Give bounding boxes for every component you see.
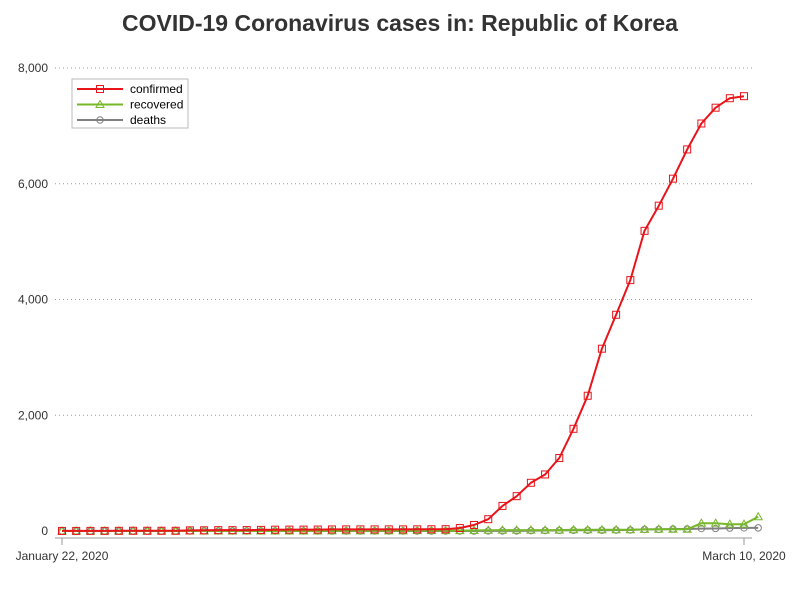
point-confirmed bbox=[271, 525, 280, 534]
point-confirmed bbox=[242, 526, 251, 535]
point-recovered bbox=[497, 525, 508, 534]
point-recovered bbox=[653, 524, 664, 533]
y-tick-label: 8,000 bbox=[18, 61, 48, 75]
point-confirmed bbox=[356, 525, 365, 534]
point-recovered bbox=[483, 525, 494, 534]
legend-label-confirmed: confirmed bbox=[130, 82, 183, 96]
point-confirmed bbox=[484, 515, 493, 524]
point-recovered bbox=[540, 525, 550, 534]
point-confirmed bbox=[100, 526, 109, 535]
series-line-confirmed bbox=[62, 95, 745, 532]
point-recovered bbox=[696, 518, 707, 527]
point-confirmed bbox=[526, 478, 535, 487]
point-confirmed bbox=[384, 525, 393, 534]
point-recovered bbox=[639, 524, 650, 533]
y-tick-label: 6,000 bbox=[18, 177, 48, 191]
point-confirmed bbox=[583, 391, 592, 400]
point-recovered bbox=[597, 524, 607, 534]
point-confirmed bbox=[313, 525, 322, 534]
point-confirmed bbox=[569, 424, 578, 433]
point-confirmed bbox=[640, 226, 649, 235]
point-confirmed bbox=[683, 145, 692, 154]
point-recovered bbox=[724, 519, 735, 528]
point-confirmed bbox=[299, 525, 308, 534]
point-confirmed bbox=[668, 174, 677, 183]
point-confirmed bbox=[555, 454, 564, 463]
point-recovered bbox=[682, 524, 693, 533]
point-confirmed bbox=[441, 525, 450, 534]
point-confirmed bbox=[285, 525, 294, 534]
point-confirmed bbox=[740, 92, 748, 101]
point-recovered bbox=[668, 524, 678, 533]
point-confirmed bbox=[498, 501, 507, 510]
point-recovered bbox=[469, 525, 479, 534]
point-confirmed bbox=[200, 526, 209, 535]
point-confirmed bbox=[399, 525, 407, 534]
point-confirmed bbox=[342, 525, 351, 534]
y-tick-label: 2,000 bbox=[18, 408, 48, 422]
point-confirmed bbox=[72, 526, 81, 535]
y-tick-label: 4,000 bbox=[18, 293, 48, 307]
point-confirmed bbox=[427, 525, 436, 534]
point-recovered bbox=[511, 525, 522, 534]
legend-marker-recovered bbox=[95, 99, 105, 108]
point-confirmed bbox=[171, 526, 180, 535]
point-recovered bbox=[753, 511, 764, 521]
point-deaths bbox=[711, 524, 720, 533]
point-confirmed bbox=[129, 526, 138, 535]
point-confirmed bbox=[711, 103, 720, 112]
legend-marker-deaths bbox=[96, 116, 104, 124]
legend-label-deaths: deaths bbox=[130, 113, 166, 127]
point-confirmed bbox=[214, 526, 223, 535]
point-recovered bbox=[568, 524, 579, 534]
point-confirmed bbox=[256, 525, 265, 534]
y-tick-label: 0 bbox=[41, 524, 48, 538]
point-recovered bbox=[611, 524, 621, 534]
point-confirmed bbox=[512, 492, 521, 501]
point-confirmed bbox=[470, 520, 479, 529]
point-confirmed bbox=[413, 525, 422, 534]
point-recovered bbox=[526, 525, 536, 534]
point-confirmed bbox=[455, 524, 464, 533]
series-layer bbox=[57, 92, 764, 535]
point-recovered bbox=[625, 524, 636, 534]
point-confirmed bbox=[370, 525, 379, 534]
y-axis-tick-labels: 0 2,000 4,000 6,000 8,000 bbox=[18, 61, 48, 538]
point-deaths bbox=[697, 524, 706, 533]
series-confirmed bbox=[58, 92, 748, 535]
legend-label-recovered: recovered bbox=[130, 98, 183, 112]
point-confirmed bbox=[654, 201, 663, 210]
point-confirmed bbox=[612, 310, 621, 319]
x-tick-label-end: March 10, 2020 bbox=[702, 549, 786, 563]
point-confirmed bbox=[114, 526, 123, 535]
point-confirmed bbox=[185, 526, 194, 535]
point-confirmed bbox=[58, 526, 66, 535]
point-recovered bbox=[454, 525, 465, 535]
gridlines bbox=[55, 67, 752, 416]
point-confirmed bbox=[143, 526, 152, 535]
point-confirmed bbox=[86, 526, 95, 535]
point-recovered bbox=[710, 518, 721, 527]
point-confirmed bbox=[697, 119, 706, 128]
point-confirmed bbox=[157, 526, 166, 535]
legend-marker-confirmed bbox=[96, 85, 104, 93]
x-tick-label-start: January 22, 2020 bbox=[16, 549, 109, 563]
point-recovered bbox=[554, 525, 565, 534]
point-confirmed bbox=[725, 94, 734, 103]
point-confirmed bbox=[626, 276, 635, 285]
point-deaths bbox=[754, 524, 762, 532]
point-confirmed bbox=[541, 470, 550, 479]
point-confirmed bbox=[597, 344, 606, 353]
point-recovered bbox=[582, 524, 593, 534]
point-confirmed bbox=[327, 525, 336, 534]
point-recovered bbox=[739, 519, 749, 528]
point-confirmed bbox=[228, 526, 237, 535]
chart-title: COVID-19 Coronavirus cases in: Republic … bbox=[122, 10, 678, 36]
